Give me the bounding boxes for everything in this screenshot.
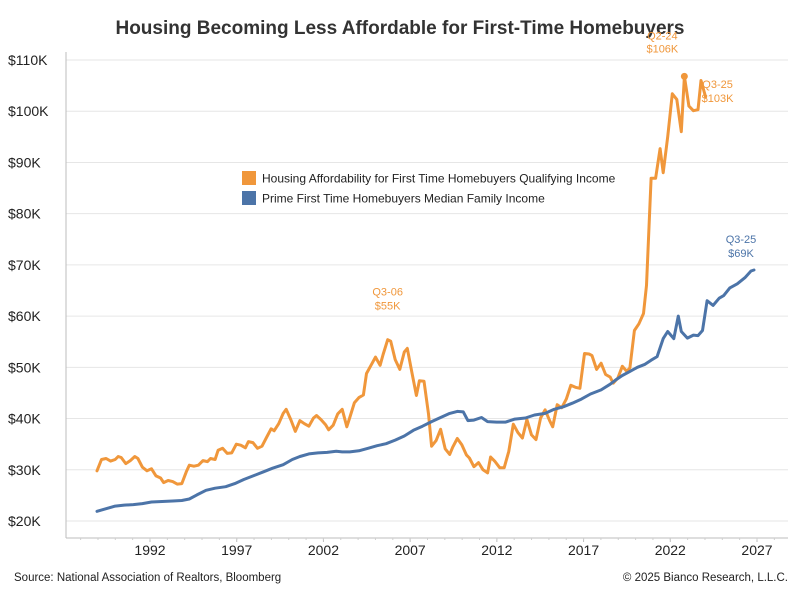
annotation-q3-25-blue-label: Q3-25 [726, 234, 757, 246]
legend: Housing Affordability for First Time Hom… [242, 171, 616, 206]
annotation-q2-24-value: $106K [646, 43, 678, 55]
annotation-q3-06-value: $55K [375, 301, 401, 313]
legend-swatch [242, 171, 256, 185]
annotation-q3-25-blue-value: $69K [728, 248, 754, 260]
legend-label: Prime First Time Homebuyers Median Famil… [262, 192, 545, 206]
gridlines [66, 59, 788, 522]
x-tick-label: 2002 [308, 542, 339, 558]
y-tick-label: $80K [8, 206, 41, 222]
x-tick-label: 1992 [134, 542, 165, 558]
y-tick-label: $70K [8, 257, 41, 273]
x-tick-label: 2022 [655, 542, 686, 558]
y-tick-label: $100K [8, 103, 49, 119]
x-tick-label: 2012 [481, 542, 512, 558]
copyright-note: © 2025 Bianco Research, L.L.C. [622, 572, 788, 584]
series-lines [95, 74, 756, 513]
annotations: Q3-06 $55K Q2-24$106K Q3-25 $103K Q3-25 $69K [372, 30, 756, 312]
annotation-q3-25-orange-value: $103K [702, 93, 734, 105]
x-tick-label: 1997 [221, 542, 252, 558]
annotation-q3-06-label: Q3-06 [372, 287, 403, 299]
annotation-q2-24-label: Q2-24 [647, 30, 678, 42]
x-tick-label: 2027 [741, 542, 772, 558]
y-tick-label: $50K [8, 359, 41, 375]
axes: $20K $30K $40K $50K $60K $70K $80K $90K $100K $11… [8, 52, 788, 558]
legend-label: Housing Affordability for First Time Hom… [262, 172, 616, 186]
chart-title: Housing Becoming Less Affordable for Fir… [115, 18, 685, 39]
legend-swatch [242, 191, 256, 205]
annotation-q3-25-orange-label: Q3-25 [702, 79, 733, 91]
x-tick-label: 2007 [395, 542, 426, 558]
source-note: Source: National Association of Realtors… [14, 572, 282, 584]
annotation-marker [680, 72, 688, 80]
series-line-median-family-income [95, 268, 756, 513]
series-line-qualifying-income [95, 74, 708, 486]
x-tick-label: 2017 [568, 542, 599, 558]
y-tick-label: $60K [8, 308, 41, 324]
y-tick-label: $30K [8, 462, 41, 478]
y-tick-label: $20K [8, 513, 41, 529]
y-tick-label: $90K [8, 154, 41, 170]
y-tick-label: $110K [8, 52, 48, 68]
y-tick-label: $40K [8, 411, 41, 427]
